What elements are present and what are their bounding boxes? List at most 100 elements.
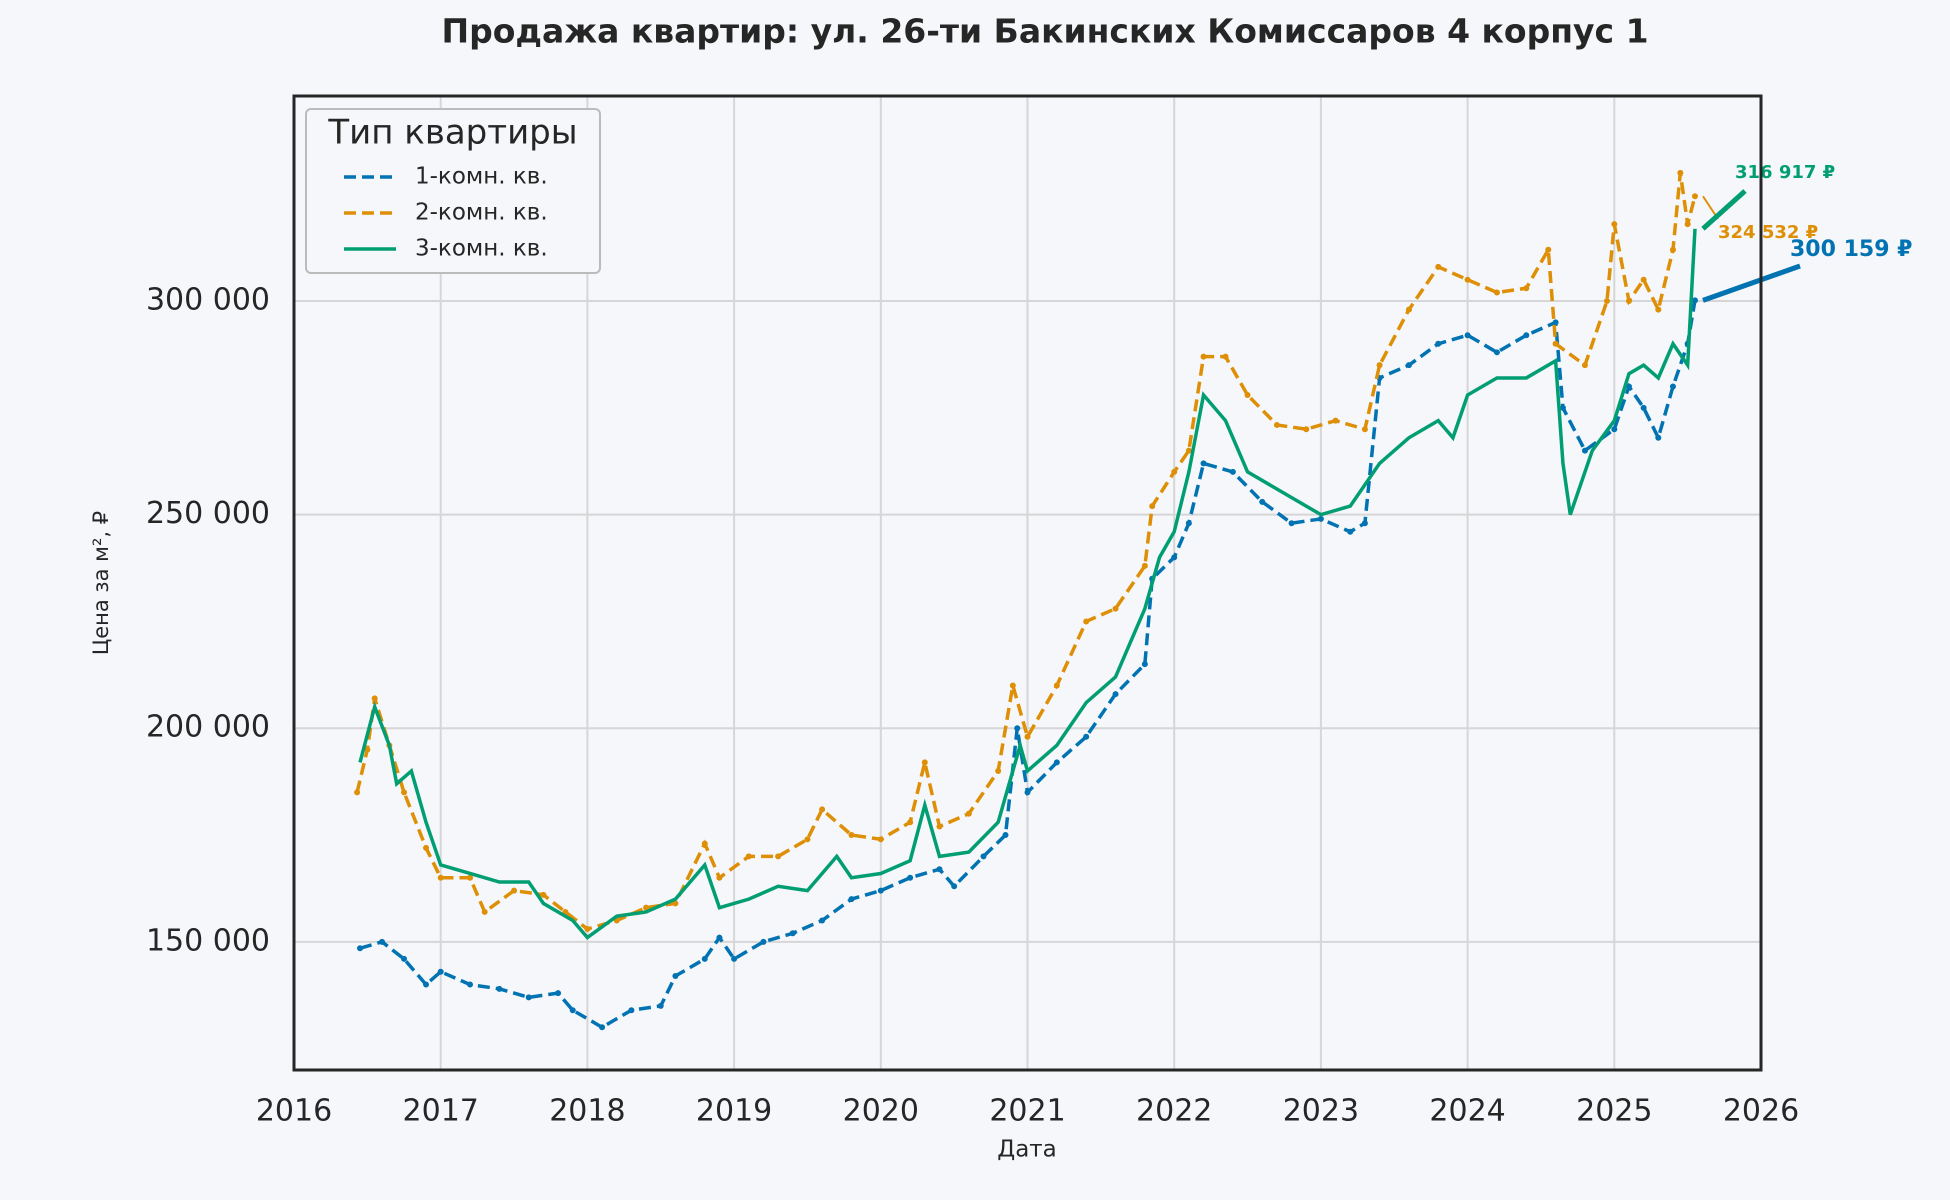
point-marker	[569, 1007, 576, 1014]
point-marker	[1581, 362, 1588, 369]
legend-label: 2-комн. кв.	[415, 200, 548, 226]
point-marker	[1141, 562, 1148, 569]
point-marker	[1141, 661, 1148, 668]
point-marker	[672, 973, 679, 980]
x-tick-label: 2026	[1723, 1094, 1799, 1129]
point-marker	[716, 874, 723, 881]
annotation: 324 532 ₽	[1718, 222, 1818, 243]
point-marker	[1112, 691, 1119, 698]
legend-title: Тип квартиры	[327, 113, 577, 153]
annotation-arrow	[1701, 189, 1747, 231]
point-marker	[951, 883, 958, 890]
point-marker	[1464, 276, 1471, 283]
point-marker	[745, 853, 752, 860]
point-marker	[1669, 383, 1676, 390]
point-marker	[1171, 468, 1178, 475]
point-marker	[1493, 349, 1500, 356]
point-marker	[789, 930, 796, 937]
point-marker	[1083, 733, 1090, 740]
point-marker	[1677, 169, 1684, 176]
point-marker	[423, 844, 430, 851]
point-marker	[1611, 221, 1618, 228]
point-marker	[701, 840, 708, 847]
x-axis-label: Дата	[997, 1137, 1057, 1163]
point-marker	[1053, 682, 1060, 689]
point-marker	[1405, 362, 1412, 369]
point-marker	[1002, 832, 1009, 839]
point-marker	[907, 819, 914, 826]
point-marker	[1376, 362, 1383, 369]
point-marker	[804, 836, 811, 843]
point-marker	[643, 904, 650, 911]
x-tick-label: 2016	[256, 1094, 332, 1129]
point-marker	[379, 938, 386, 945]
point-marker	[496, 985, 503, 992]
point-marker	[1259, 498, 1266, 505]
point-marker	[1523, 285, 1530, 292]
point-marker	[1545, 246, 1552, 253]
point-marker	[731, 955, 738, 962]
point-marker	[1053, 759, 1060, 766]
point-marker	[371, 695, 378, 702]
point-marker	[1229, 468, 1236, 475]
point-marker	[1684, 221, 1691, 228]
plot-frame	[292, 94, 1763, 1072]
point-marker	[1552, 319, 1559, 326]
point-marker	[819, 806, 826, 813]
point-marker	[555, 990, 562, 997]
point-marker	[437, 968, 444, 975]
y-axis-label: Цена за м², ₽	[89, 511, 113, 655]
point-marker	[423, 981, 430, 988]
point-marker	[1611, 426, 1618, 433]
point-marker	[1625, 298, 1632, 305]
x-tick-label: 2023	[1283, 1094, 1359, 1129]
point-marker	[357, 945, 364, 952]
point-marker	[1024, 733, 1031, 740]
point-marker	[1317, 515, 1324, 522]
point-marker	[437, 874, 444, 881]
point-marker	[877, 887, 884, 894]
point-marker	[1603, 298, 1610, 305]
y-tick-label: 250 000	[146, 496, 270, 531]
point-marker	[364, 746, 371, 753]
point-marker	[980, 853, 987, 860]
x-tick-label: 2025	[1576, 1094, 1652, 1129]
x-tick-label: 2019	[696, 1094, 772, 1129]
point-marker	[1691, 297, 1698, 304]
point-marker	[599, 1024, 606, 1031]
point-marker	[1185, 520, 1192, 527]
point-marker	[1361, 426, 1368, 433]
point-marker	[1625, 383, 1632, 390]
point-marker	[936, 823, 943, 830]
point-marker	[1200, 460, 1207, 467]
point-marker	[965, 810, 972, 817]
point-marker	[1669, 246, 1676, 253]
point-marker	[1288, 520, 1295, 527]
point-marker	[481, 908, 488, 915]
annotation: 316 917 ₽	[1735, 162, 1835, 183]
point-marker	[1009, 682, 1016, 689]
point-marker	[1332, 417, 1339, 424]
point-marker	[1171, 554, 1178, 561]
point-marker	[1405, 306, 1412, 313]
point-marker	[701, 955, 708, 962]
point-marker	[1435, 263, 1442, 270]
point-marker	[1523, 332, 1530, 339]
point-marker	[1493, 289, 1500, 296]
point-marker	[1464, 332, 1471, 339]
y-tick-label: 150 000	[146, 923, 270, 958]
point-marker	[1581, 447, 1588, 454]
point-marker	[1303, 426, 1310, 433]
point-marker	[628, 1007, 635, 1014]
point-marker	[819, 917, 826, 924]
point-marker	[848, 832, 855, 839]
point-marker	[848, 896, 855, 903]
y-tick-label: 300 000	[146, 283, 270, 318]
point-marker	[467, 981, 474, 988]
point-marker	[775, 853, 782, 860]
legend-label: 3-комн. кв.	[415, 236, 548, 262]
point-marker	[401, 955, 408, 962]
point-marker	[584, 926, 591, 933]
point-marker	[525, 994, 532, 1001]
point-marker	[907, 874, 914, 881]
